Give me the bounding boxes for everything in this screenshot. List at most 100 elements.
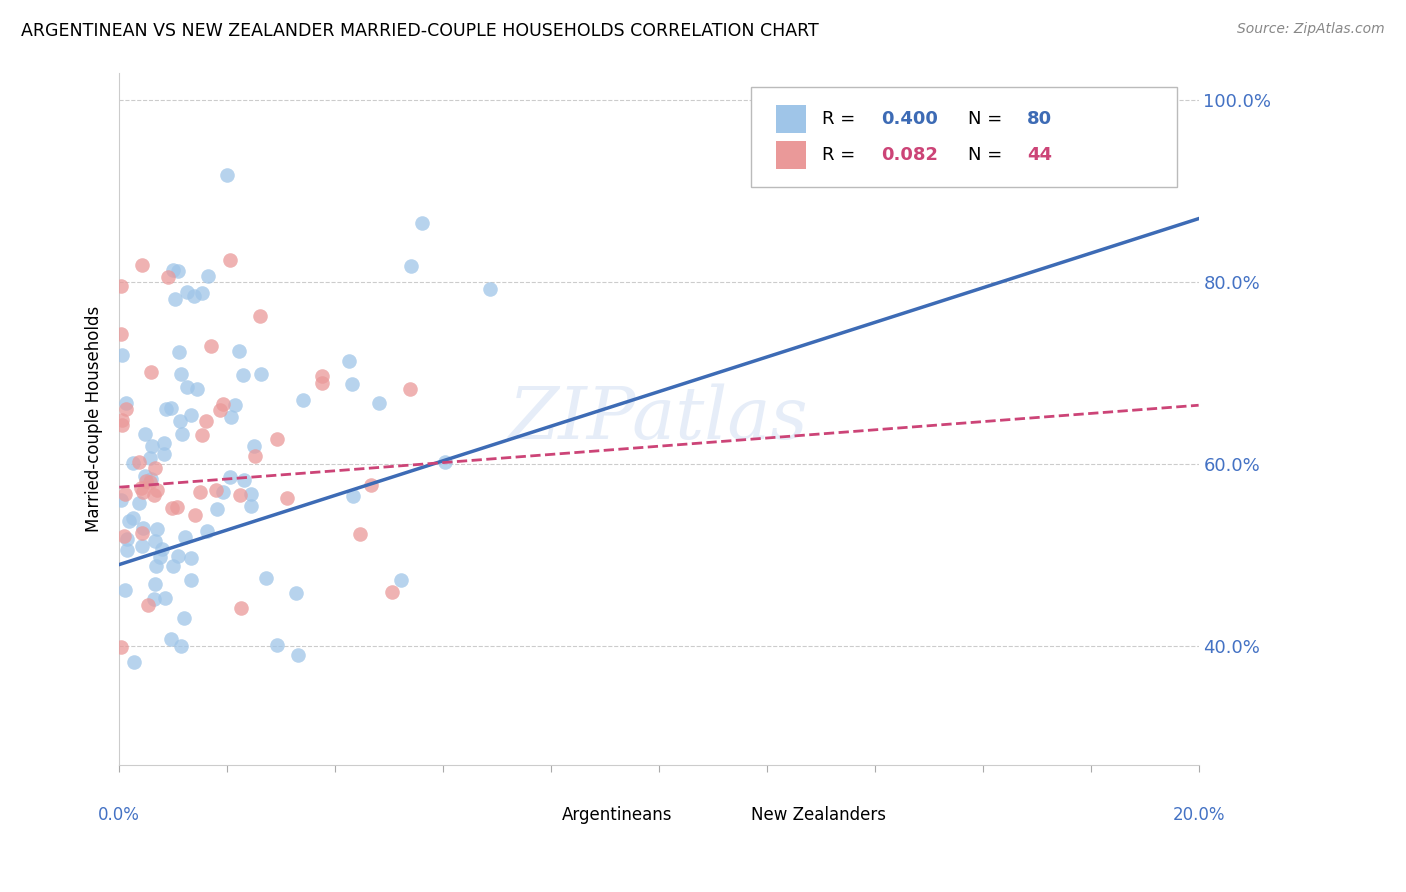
Point [172,427,194,442]
Point [139,475,162,490]
Point [114,401,136,416]
Point [342,376,364,391]
Point [191,427,214,442]
Point [142,488,165,502]
Point [139,472,162,486]
Point [169,367,191,381]
Point [111,348,134,362]
Point [287,648,309,662]
Point [152,435,174,450]
Point [266,638,288,652]
Point [399,259,422,273]
Point [173,530,195,544]
Point [368,396,391,410]
Point [204,483,226,497]
Point [112,529,135,543]
Text: ARGENTINEAN VS NEW ZEALANDER MARRIED-COUPLE HOUSEHOLDS CORRELATION CHART: ARGENTINEAN VS NEW ZEALANDER MARRIED-COU… [21,22,818,40]
Point [110,326,132,341]
Point [389,573,412,587]
Point [197,269,219,284]
Point [188,485,211,500]
Point [212,485,235,500]
Point [155,402,177,417]
Point [311,376,333,390]
Point [135,474,157,488]
Point [111,417,134,432]
Point [166,263,188,277]
Point [339,354,361,368]
Point [146,522,169,536]
Point [349,527,371,541]
Point [110,492,132,507]
Point [122,511,145,525]
Point [224,398,246,412]
Point [219,410,242,425]
Point [276,491,298,505]
Point [162,262,184,277]
Point [122,456,145,470]
Point [115,532,138,546]
Point [115,395,138,409]
Point [381,585,404,599]
Point [311,369,333,384]
Point [478,282,501,296]
Point [228,343,250,358]
Point [136,598,159,612]
Point [141,439,163,453]
Point [200,338,222,352]
Point [243,439,266,453]
Point [291,392,314,407]
Point [110,640,132,654]
Text: 80: 80 [1026,111,1052,128]
Point [342,489,364,503]
Point [139,365,162,379]
Point [143,460,166,475]
Point [115,542,138,557]
Point [146,483,169,497]
Point [243,449,266,463]
Point [195,524,218,538]
Point [266,432,288,446]
Point [254,571,277,585]
Point [160,632,183,647]
Y-axis label: Married-couple Households: Married-couple Households [86,306,103,532]
Text: 0.082: 0.082 [882,146,938,164]
Point [233,473,256,487]
Point [209,403,232,417]
Point [132,484,155,499]
Point [250,368,273,382]
Text: ZIPatlas: ZIPatlas [509,384,808,454]
Point [194,414,217,428]
Text: N =: N = [967,146,1008,164]
Point [180,408,202,422]
Text: 44: 44 [1026,146,1052,164]
FancyBboxPatch shape [776,105,806,133]
Point [145,559,167,574]
FancyBboxPatch shape [776,142,806,169]
Point [360,478,382,492]
Point [114,487,136,501]
Text: Source: ZipAtlas.com: Source: ZipAtlas.com [1237,22,1385,37]
Point [173,611,195,625]
Point [157,270,180,285]
Point [111,412,134,426]
Point [239,487,262,501]
Point [143,591,166,606]
Point [191,285,214,300]
Point [138,451,160,466]
Point [118,514,141,528]
Point [169,414,191,428]
Point [134,427,156,442]
Point [166,549,188,563]
Point [143,577,166,591]
Point [170,639,193,653]
Point [232,368,254,383]
Point [166,500,188,514]
Text: Argentineans: Argentineans [562,805,672,823]
Point [110,279,132,293]
Text: New Zealanders: New Zealanders [751,805,886,823]
Point [160,501,183,516]
Point [411,216,433,230]
FancyBboxPatch shape [707,802,738,828]
Point [128,496,150,510]
